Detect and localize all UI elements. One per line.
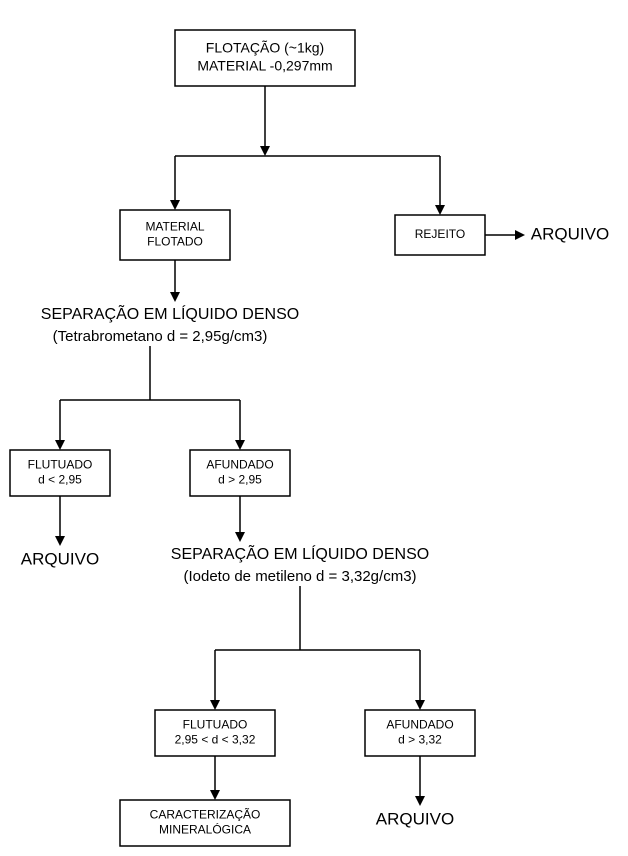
edges xyxy=(55,86,525,806)
node-text: MATERIAL -0,297mm xyxy=(197,58,332,74)
label-sep2_l1: SEPARAÇÃO EM LÍQUIDO DENSO xyxy=(171,543,429,563)
node-rejeito: REJEITO xyxy=(395,215,485,255)
node-text: d > 3,32 xyxy=(398,733,442,747)
node-text: FLOTAÇÃO (~1kg) xyxy=(206,40,324,56)
label-arquivo_rej: ARQUIVO xyxy=(531,224,609,243)
node-afundado2: AFUNDADOd > 3,32 xyxy=(365,710,475,756)
node-text: CARACTERIZAÇÃO xyxy=(150,808,261,822)
node-flotacao: FLOTAÇÃO (~1kg) MATERIAL -0,297mm xyxy=(175,30,355,86)
node-text: MATERIAL xyxy=(145,220,204,234)
node-afundado1: AFUNDADOd > 2,95 xyxy=(190,450,290,496)
labels: ARQUIVO SEPARAÇÃO EM LÍQUIDO DENSO (Tetrab… xyxy=(21,224,609,828)
label-sep2_l2: (Iodeto de metileno d = 3,32g/cm3) xyxy=(183,568,416,585)
node-text: 2,95 < d < 3,32 xyxy=(175,733,256,747)
node-text: FLUTUADO xyxy=(28,458,93,472)
node-text: d > 2,95 xyxy=(218,473,262,487)
node-flutuado2: FLUTUADO2,95 < d < 3,32 xyxy=(155,710,275,756)
label-arquivo_flu1: ARQUIVO xyxy=(21,549,99,568)
node-mat_flot: MATERIALFLOTADO xyxy=(120,210,230,260)
node-flutuado1: FLUTUADOd < 2,95 xyxy=(10,450,110,496)
label-sep1_l2: (Tetrabrometano d = 2,95g/cm3) xyxy=(53,328,268,345)
label-sep1_l1: SEPARAÇÃO EM LÍQUIDO DENSO xyxy=(41,303,299,323)
node-text: d < 2,95 xyxy=(38,473,82,487)
label-arquivo_afu2: ARQUIVO xyxy=(376,809,454,828)
node-caract: CARACTERIZAÇÃOMINERALÓGICA xyxy=(120,800,290,846)
node-text: REJEITO xyxy=(415,227,465,241)
flowchart-diagram: FLOTAÇÃO (~1kg) MATERIAL -0,297mm MATERIAL… xyxy=(0,0,628,856)
nodes: FLOTAÇÃO (~1kg) MATERIAL -0,297mm MATERIAL… xyxy=(10,30,485,846)
node-text: FLOTADO xyxy=(147,235,203,249)
node-text: FLUTUADO xyxy=(183,718,248,732)
node-text: AFUNDADO xyxy=(386,718,453,732)
node-text: MINERALÓGICA xyxy=(159,822,251,837)
node-text: AFUNDADO xyxy=(206,458,273,472)
